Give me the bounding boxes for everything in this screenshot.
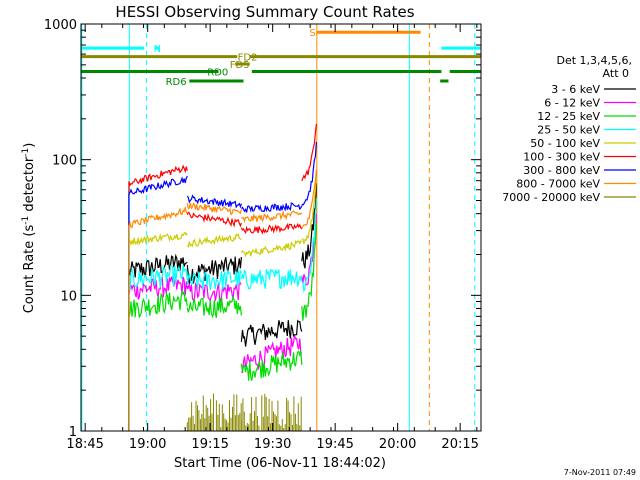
y-tick-label: 100	[52, 154, 77, 169]
series-6-12-kev	[128, 213, 317, 431]
series-12-25-kev	[128, 223, 317, 431]
x-tick-label: 19:00	[129, 437, 166, 452]
y-tick-label: 1000	[44, 18, 77, 33]
legend-entry: 100 - 300 keV	[523, 151, 636, 164]
series-trace	[128, 183, 317, 431]
series-trace	[128, 213, 317, 431]
x-axis-label: Start Time (06-Nov-11 18:44:02)	[174, 456, 386, 471]
x-tick-label: 20:00	[379, 437, 416, 452]
series-trace	[186, 393, 302, 431]
legend-label: 6 - 12 keV	[544, 97, 600, 110]
legend-label: 300 - 800 keV	[523, 164, 600, 177]
series-trace	[128, 169, 317, 431]
series-50-100-kev	[128, 177, 317, 431]
series-trace	[128, 141, 317, 431]
legend-entry: 50 - 100 keV	[530, 137, 636, 150]
plot-area	[81, 24, 476, 431]
legend-label: 12 - 25 keV	[537, 110, 600, 123]
x-tick-label: 19:30	[254, 437, 291, 452]
legend-entry: 300 - 800 keV	[523, 164, 636, 177]
x-tick-label: 18:45	[66, 437, 103, 452]
y-tick-label: 1	[69, 425, 77, 440]
legend-label: 25 - 50 keV	[537, 124, 600, 137]
legend-header-line-1: Det 1,3,4,5,6,	[556, 54, 632, 67]
series-300-800-kev	[128, 141, 317, 431]
plot-frame	[80, 23, 482, 432]
legend-label: 7000 - 20000 keV	[502, 191, 600, 204]
legend-label: 800 - 7000 keV	[516, 178, 600, 191]
series-100-300-kev	[128, 123, 317, 431]
x-axis-ticks: 18:45 19:00 19:15 19:30 19:45 20:00 20:15	[66, 24, 479, 452]
series-trace	[128, 198, 317, 431]
series-25-50-kev	[128, 198, 317, 431]
legend-label: 100 - 300 keV	[523, 151, 600, 164]
series-trace	[128, 177, 317, 431]
y-axis-label: Count Rate (s-1 detector-1)	[21, 143, 37, 314]
legend-entry: 7000 - 20000 keV	[502, 191, 636, 204]
x-tick-label: 19:45	[316, 437, 353, 452]
y-axis-ticks: 1 10 100 1000	[44, 18, 481, 440]
x-tick-label: 19:15	[191, 437, 228, 452]
flag-label-rd0: RD0	[207, 67, 228, 78]
legend-entry: 6 - 12 keV	[544, 97, 636, 110]
legend-label: 3 - 6 keV	[551, 83, 600, 96]
series-lines	[128, 123, 317, 431]
flag-label-s: S	[309, 28, 315, 39]
legend-entry: 12 - 25 keV	[537, 110, 636, 123]
footer-timestamp: 7-Nov-2011 07:49	[564, 468, 636, 477]
legend-label: 50 - 100 keV	[530, 137, 600, 150]
flag-label-fd5: FD5	[230, 60, 250, 71]
x-tick-label: 20:15	[441, 437, 478, 452]
series-trace	[128, 123, 317, 431]
series-7000-20000-kev	[186, 393, 302, 431]
flag-label-fd2: FD2	[238, 53, 258, 64]
chart-title: HESSI Observing Summary Count Rates	[115, 3, 414, 21]
series-800-7000-kev	[128, 169, 317, 431]
flag-label-rd6: RD6	[166, 77, 187, 88]
series-3-6-kev	[128, 183, 317, 431]
legend-entry: 3 - 6 keV	[551, 83, 636, 96]
legend-entry: 800 - 7000 keV	[516, 178, 636, 191]
legend-header-line-2: Att 0	[603, 67, 629, 80]
legend-entry: 25 - 50 keV	[537, 124, 636, 137]
series-trace	[128, 223, 317, 431]
y-tick-label: 10	[60, 289, 77, 304]
flag-label-n: N	[154, 44, 161, 55]
